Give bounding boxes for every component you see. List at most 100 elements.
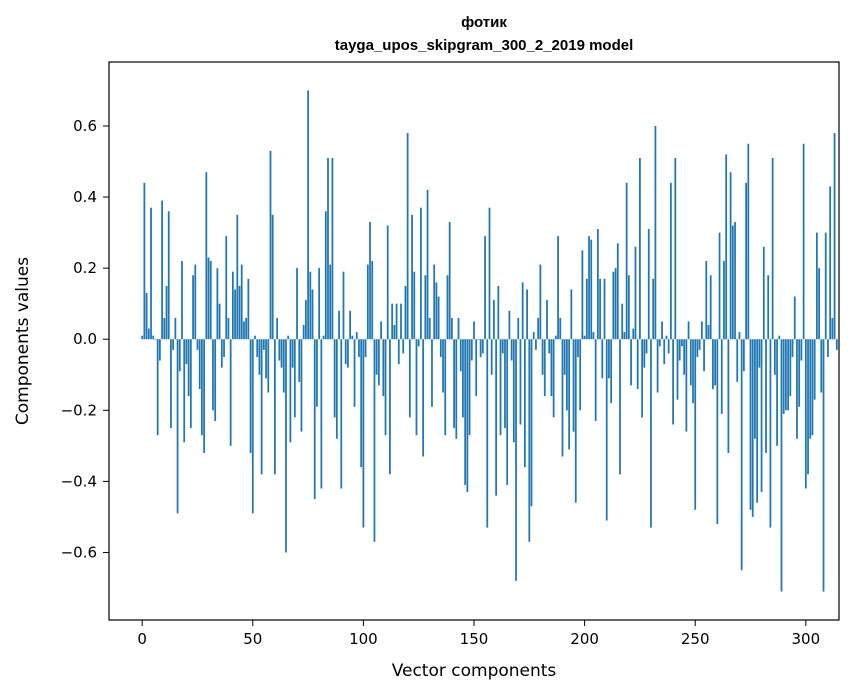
bar-180 (539, 264, 542, 340)
bar-138 (446, 275, 449, 340)
bar-41 (231, 271, 234, 340)
bar-235 (661, 321, 663, 340)
bar-294 (791, 339, 794, 357)
bar-236 (663, 339, 666, 365)
bar-127 (422, 339, 425, 457)
bar-88 (335, 339, 338, 439)
bar-259 (714, 339, 717, 386)
bar-246 (685, 339, 688, 432)
bar-260 (716, 339, 719, 525)
bar-25 (196, 339, 199, 350)
bar-301 (807, 339, 809, 475)
bar-148 (468, 339, 471, 436)
bar-256 (707, 325, 710, 340)
bar-140 (450, 317, 453, 340)
bar-51 (254, 335, 256, 340)
bar-222 (632, 328, 635, 340)
bar-287 (776, 339, 778, 446)
bar-63 (280, 339, 283, 368)
bar-230 (650, 339, 652, 528)
bar-258 (712, 339, 714, 389)
bar-189 (559, 317, 562, 340)
bar-231 (652, 278, 655, 340)
bar-38 (225, 236, 228, 340)
y-tick-label: 0.4 (73, 188, 97, 206)
bar-97 (355, 332, 358, 340)
bar-68 (291, 339, 294, 368)
bar-52 (256, 339, 259, 357)
bar-18 (181, 261, 183, 340)
bar-252 (698, 339, 701, 350)
bar-302 (809, 339, 812, 439)
x-tick-label: 250 (681, 630, 710, 648)
bar-223 (634, 246, 637, 340)
bar-261 (718, 232, 721, 340)
bar-227 (643, 339, 646, 368)
bar-194 (570, 289, 573, 340)
bar-250 (694, 339, 697, 510)
chart-subtitle: tayga_upos_skipgram_300_2_2019 model (335, 37, 634, 54)
y-tick-label: 0.0 (73, 330, 97, 348)
bar-5 (152, 335, 155, 340)
bar-226 (641, 339, 644, 418)
bar-154 (481, 339, 484, 354)
bar-112 (389, 339, 391, 475)
bar-125 (417, 339, 420, 347)
bar-77 (311, 289, 314, 340)
bar-309 (824, 232, 827, 340)
bar-39 (227, 317, 230, 340)
bar-218 (623, 332, 626, 340)
bar-257 (709, 275, 712, 340)
bar-197 (577, 339, 579, 357)
bar-75 (307, 90, 309, 340)
bar-207 (599, 278, 601, 340)
y-axis-label: Components values (13, 257, 33, 425)
bar-225 (639, 157, 641, 340)
bar-311 (829, 186, 832, 340)
bar-144 (459, 339, 462, 372)
bar-175 (528, 339, 531, 542)
bar-244 (681, 339, 683, 347)
chart-title: фотик (461, 14, 507, 31)
x-axis-label: Vector components (392, 661, 557, 681)
bar-251 (696, 339, 699, 357)
x-tick-label: 0 (137, 630, 147, 648)
bar-284 (769, 339, 772, 528)
bar-286 (773, 339, 776, 375)
bar-96 (353, 339, 356, 407)
bar-47 (245, 317, 248, 340)
bar-64 (282, 339, 285, 393)
bar-314 (835, 339, 838, 350)
bar-228 (645, 339, 648, 354)
bar-30 (207, 257, 210, 340)
bar-182 (543, 339, 546, 397)
bar-209 (603, 278, 606, 340)
bar-179 (537, 317, 540, 340)
bar-16 (176, 339, 179, 514)
bar-298 (800, 339, 803, 361)
bar-82 (322, 335, 325, 340)
bar-275 (749, 339, 752, 510)
bar-190 (561, 339, 564, 457)
bar-295 (793, 296, 796, 340)
bar-76 (309, 271, 312, 340)
bar-151 (475, 339, 478, 397)
bar-183 (546, 300, 548, 340)
bar-169 (515, 339, 517, 581)
bar-176 (530, 339, 533, 507)
bar-120 (406, 133, 409, 340)
bar-310 (827, 339, 829, 357)
bar-36 (220, 339, 223, 368)
bar-131 (431, 339, 433, 407)
bar-6 (154, 339, 157, 340)
bar-20 (185, 339, 188, 365)
bar-198 (579, 339, 582, 411)
bar-212 (610, 339, 613, 404)
bar-117 (400, 303, 402, 340)
bar-203 (590, 239, 593, 340)
bar-168 (512, 339, 515, 443)
bar-293 (789, 339, 792, 397)
bar-110 (384, 339, 387, 436)
bar-266 (729, 172, 732, 340)
bar-267 (731, 225, 734, 340)
